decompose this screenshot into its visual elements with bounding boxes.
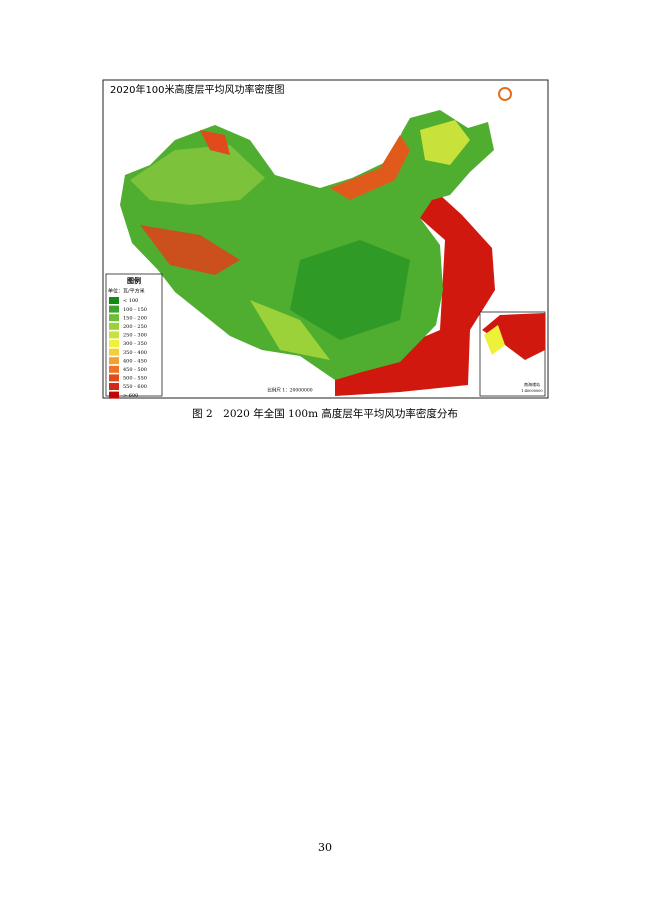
map-title: 2020年100米高度层平均风功率密度图 [110,83,285,96]
legend-label: 500 - 550 [123,376,147,382]
sea [335,195,495,396]
legend-label: 450 - 500 [123,367,147,373]
legend-label: 150 - 200 [123,315,147,321]
inset-label: 南海诸岛 [524,381,540,387]
legend-swatch [109,314,119,322]
legend-label: 350 - 400 [123,350,147,356]
legend-label: 400 - 450 [123,358,147,364]
legend-swatch [109,357,119,365]
caption: 图 2 2020 年全国 100m 高度层年平均风功率密度分布 [192,407,458,420]
legend-label: 100 - 150 [123,307,147,313]
legend-label: 300 - 350 [123,341,147,347]
land-patch [420,120,470,165]
inset-sea [482,313,545,360]
scale-label: 比例尺 1：20000000 [267,387,312,394]
legend-label: < 100 [123,298,138,304]
legend-swatch [109,322,119,330]
legend-label: 250 - 300 [123,333,147,339]
legend-swatch [109,305,119,313]
legend-label: > 600 [123,393,138,399]
land-patch [130,145,265,205]
land-patch [250,300,330,360]
legend-swatch [109,391,119,399]
legend-unit: 单位：瓦/平方米 [108,288,145,295]
legend-swatch [109,365,119,373]
inset-scale: 1:40000000 [521,389,542,393]
land-patch [290,240,410,340]
legend-swatch [109,297,119,304]
land-patch [330,135,410,200]
legend-swatch [109,331,119,339]
legend-swatch [109,383,119,390]
land-patch [140,225,240,275]
inset-land [484,325,505,355]
legend-label: 200 - 250 [123,324,147,330]
legend-label: 550 - 600 [123,384,147,390]
land-patch [200,130,230,155]
legend-swatch [109,348,119,356]
page-number: 30 [318,841,332,854]
legend-title: 图例 [127,276,141,285]
legend-swatch [109,374,119,382]
logo [498,87,512,101]
legend-swatch [109,340,119,347]
